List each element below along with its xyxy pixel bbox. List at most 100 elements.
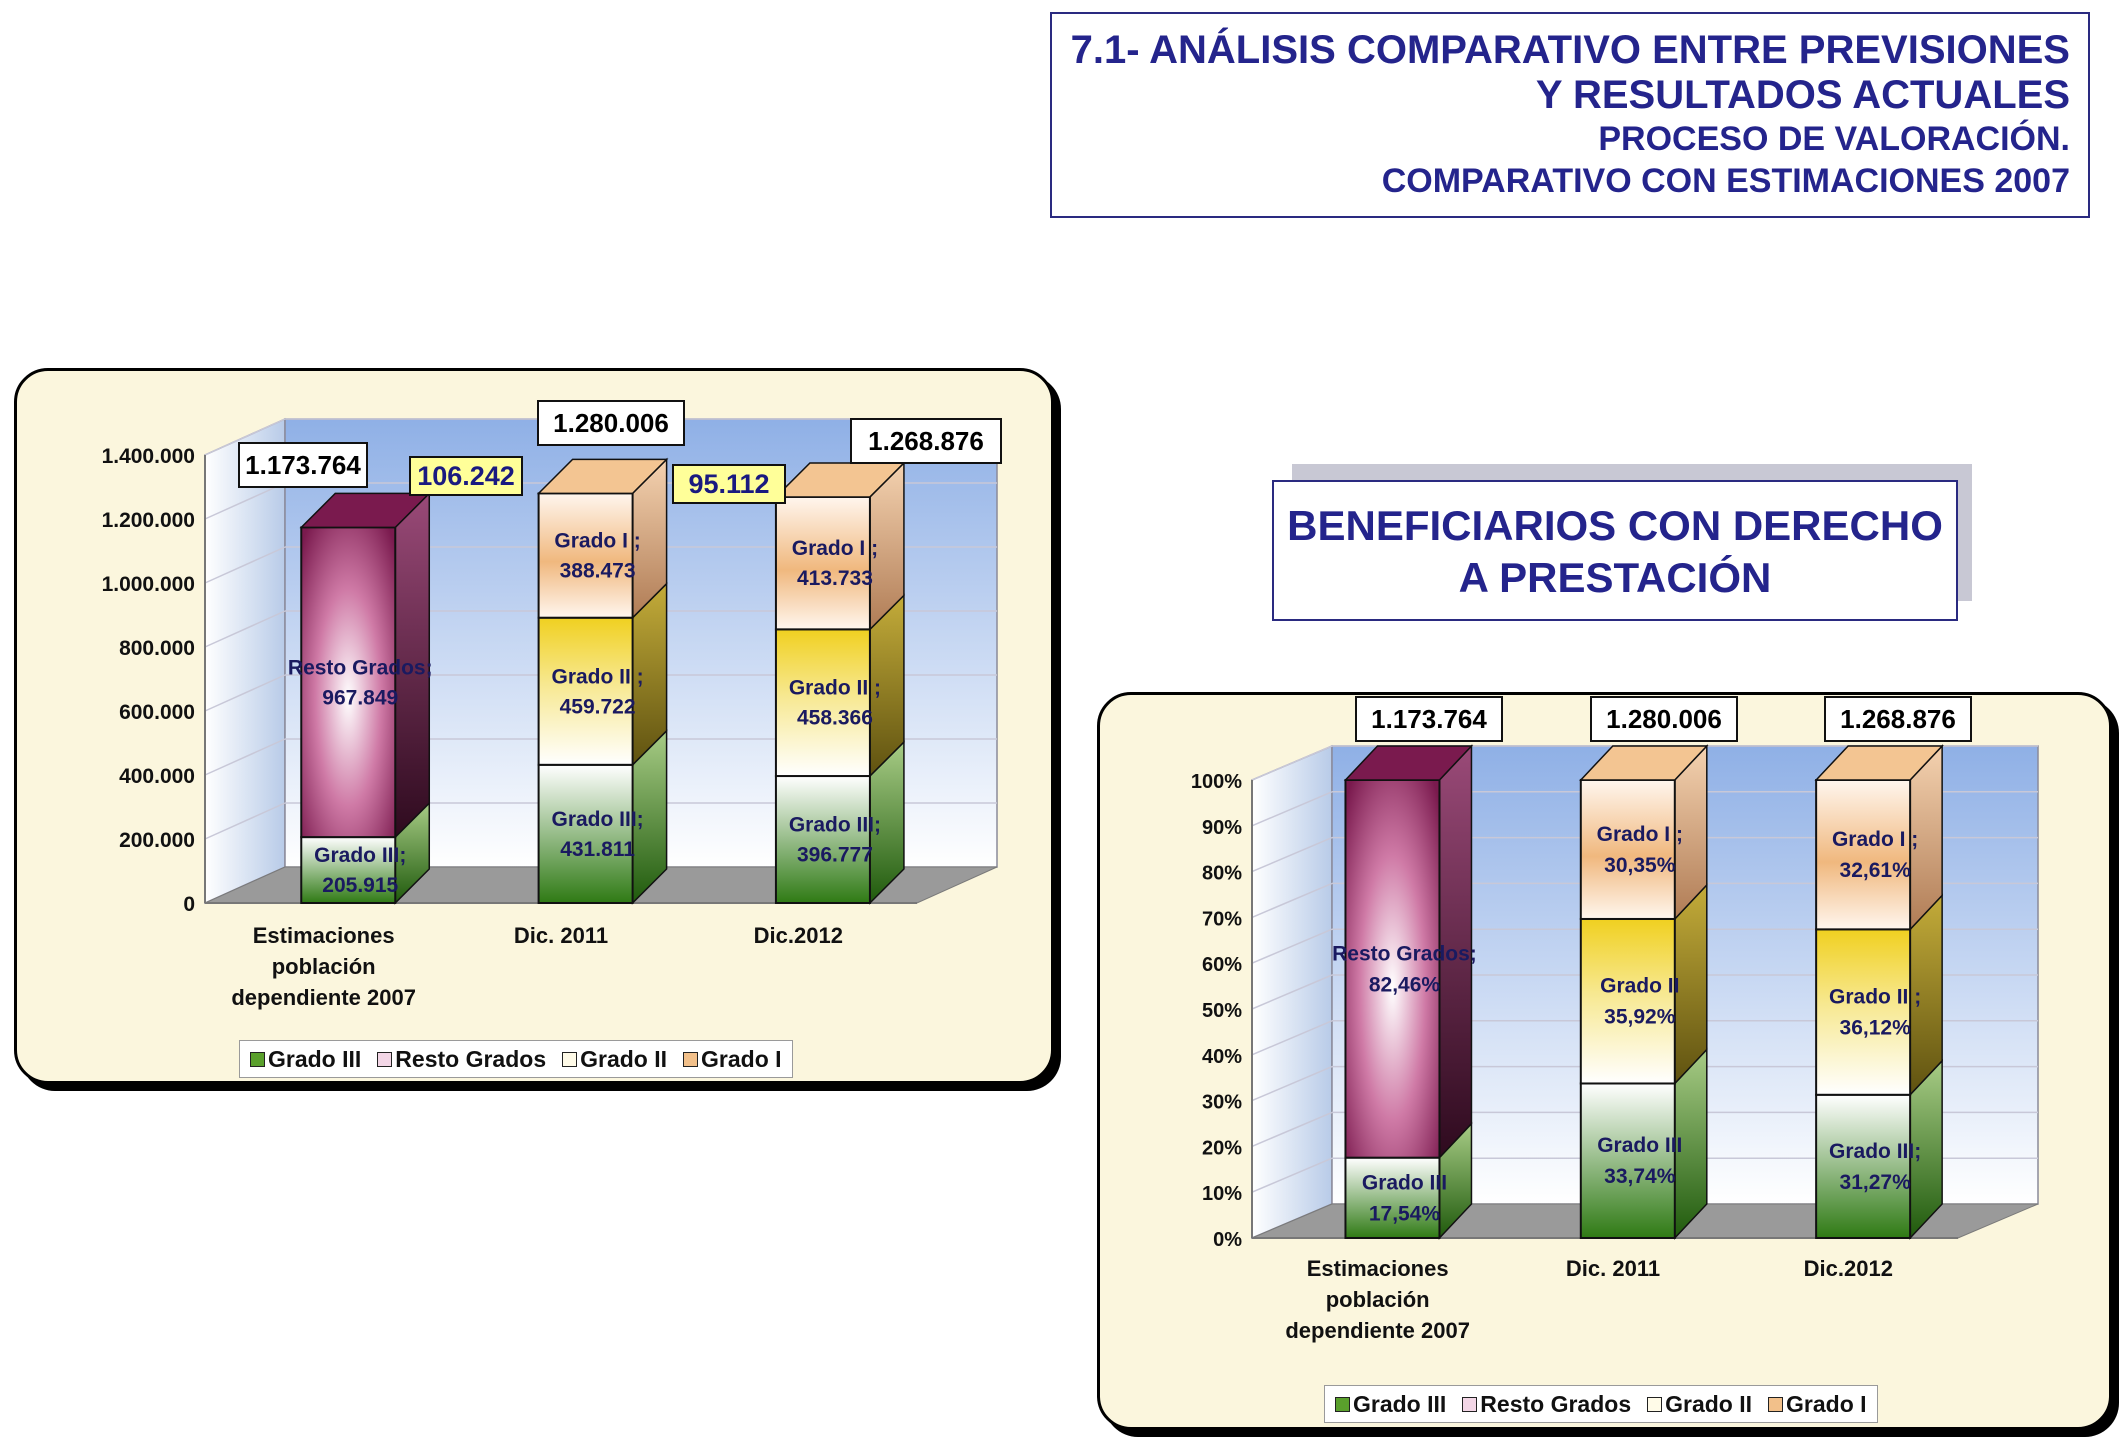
gridline	[204, 610, 286, 648]
data-label: Grado III;	[552, 808, 644, 831]
gridline	[204, 738, 286, 776]
bar-front	[1815, 1093, 1912, 1239]
bar-segment-g3: Grado III; 431.811	[537, 729, 668, 905]
total-value: 1.280.006	[1606, 704, 1722, 734]
legend-absolute: Grado III Resto Grados Grado II Grado I	[239, 1040, 793, 1078]
bar-top	[1579, 745, 1709, 781]
bar-top	[1343, 745, 1474, 781]
bar-front	[1344, 1156, 1441, 1240]
gridline	[1251, 836, 1333, 873]
bar-segment-g2: Grado II ; 459.722	[537, 581, 668, 767]
x-tick-label: población	[272, 954, 376, 979]
bar-segment-g3: Grado III 33,74%	[1579, 1047, 1708, 1240]
header-line-3: PROCESO DE VALORACIÓN.	[1598, 120, 2070, 158]
data-label: Grado III;	[314, 844, 406, 867]
legend-label-resto-grados: Resto Grados	[395, 1045, 547, 1072]
side-wall	[204, 417, 286, 905]
bar-front	[300, 836, 397, 905]
data-label: 17,54%	[1369, 1202, 1441, 1225]
y-tick-label: 0%	[1213, 1229, 1242, 1251]
x-tick-label: dependiente 2007	[231, 985, 416, 1010]
bar-front	[537, 763, 634, 904]
legend-percent: Grado III Resto Grados Grado II Grado I	[1324, 1385, 1878, 1423]
total-label: 1.173.764	[1355, 696, 1503, 742]
bar-segment-g1: Grado I ; 30,35%	[1579, 744, 1709, 921]
legend-item-resto-grados: Resto Grados	[377, 1046, 546, 1073]
y-tick-label: 100%	[1191, 771, 1242, 793]
data-label: Grado I ;	[1597, 823, 1683, 846]
bar-segment-g2: Grado II 35,92%	[1579, 883, 1708, 1086]
bar-front	[774, 628, 871, 778]
bar-front	[774, 495, 871, 631]
y-tick-label: 0	[183, 893, 195, 916]
x-tick-label: Estimaciones	[253, 923, 395, 948]
bar-front	[774, 775, 871, 905]
bar-segment-g3: Grado III; 31,27%	[1815, 1058, 1943, 1240]
legend-item-grado-ii: Grado II	[1647, 1391, 1752, 1418]
total-box	[238, 442, 368, 488]
y-tick-label: 1.200.000	[102, 509, 195, 532]
data-label: Grado I ;	[554, 530, 640, 553]
data-label: 82,46%	[1369, 973, 1441, 996]
gridline	[1251, 1111, 1333, 1148]
bar-front	[300, 526, 397, 839]
gridline	[204, 802, 286, 840]
data-label: 967.849	[322, 686, 398, 709]
x-tick-label: Estimaciones	[1307, 1256, 1449, 1281]
total-box	[1355, 696, 1503, 742]
legend-swatch-resto-grados	[377, 1051, 393, 1067]
total-box	[850, 418, 1002, 464]
data-label: Grado II ;	[1829, 986, 1921, 1009]
data-label: 459.722	[560, 695, 636, 718]
y-tick-label: 60%	[1202, 954, 1242, 976]
subtitle-line-1: BENEFICIARIOS CON DERECHO	[1287, 502, 1943, 549]
legend-swatch-grado-i	[1768, 1396, 1784, 1412]
data-label: 36,12%	[1840, 1017, 1912, 1040]
gridline	[204, 482, 286, 520]
x-tick-label: dependiente 2007	[1285, 1318, 1470, 1343]
x-tick-label: Dic.2012	[754, 923, 843, 948]
legend-item-grado-iii: Grado III	[1335, 1391, 1446, 1418]
total-box	[1590, 696, 1738, 742]
y-tick-label: 600.000	[119, 701, 195, 724]
y-tick-label: 10%	[1202, 1183, 1242, 1205]
data-label: Grado III	[1597, 1134, 1682, 1157]
bar-front	[1579, 917, 1676, 1085]
legend-item-grado-ii: Grado II	[562, 1046, 667, 1073]
legend-label-grado-ii: Grado II	[1665, 1390, 1753, 1417]
data-label: Grado III	[1362, 1171, 1447, 1194]
data-label: 32,61%	[1840, 859, 1912, 882]
legend-item-grado-i: Grado I	[683, 1046, 782, 1073]
subtitle-line-2: A PRESTACIÓN	[1458, 554, 1772, 601]
bar-front	[1579, 1082, 1676, 1239]
data-label: 396.777	[797, 844, 873, 867]
bar-segment-g1: Grado I ; 388.473	[536, 457, 669, 620]
plot-area: 0 200.000 400.000 600.000 800.000 1.000.000 1.…	[102, 400, 1002, 1010]
data-label: Resto Grados;	[288, 656, 433, 679]
y-tick-label: 20%	[1202, 1137, 1242, 1159]
legend-swatch-grado-iii	[250, 1051, 265, 1067]
data-label: Grado II ;	[552, 665, 644, 688]
data-label: Grado III;	[789, 814, 881, 837]
chart-panel-absolute: 0 200.000 400.000 600.000 800.000 1.000.000 1.…	[14, 368, 1054, 1084]
x-tick-label: población	[1326, 1287, 1430, 1312]
bar-segment-resto: Resto Grados; 82,46%	[1332, 744, 1477, 1160]
data-label: Resto Grados;	[1332, 942, 1477, 965]
legend-label-grado-ii: Grado II	[580, 1045, 668, 1072]
legend-label-grado-iii: Grado III	[1353, 1390, 1447, 1417]
gridline	[1251, 974, 1333, 1010]
difference-label: 95.112	[672, 464, 786, 504]
chart-absolute-svg: 0 200.000 400.000 600.000 800.000 1.000.000 1.…	[102, 400, 1002, 1010]
plot-area: 0% 10% 20% 30% 40% 50% 60% 70% 80% 90% 100% Grado I…	[1191, 696, 2039, 1343]
data-label: Grado II ;	[789, 677, 881, 700]
data-label: Grado I ;	[792, 537, 878, 560]
bar-top	[536, 458, 669, 495]
x-tick-label: Dic.2012	[1804, 1256, 1893, 1281]
y-tick-label: 40%	[1202, 1046, 1242, 1068]
header-title-box: 7.1- ANÁLISIS COMPARATIVO ENTRE PREVISIO…	[1050, 12, 2090, 218]
legend-swatch-grado-ii	[562, 1051, 578, 1067]
data-label: 31,27%	[1840, 1171, 1912, 1194]
bar-front	[1815, 928, 1912, 1096]
y-tick-label: 400.000	[119, 765, 195, 788]
difference-value: 106.242	[417, 461, 515, 491]
